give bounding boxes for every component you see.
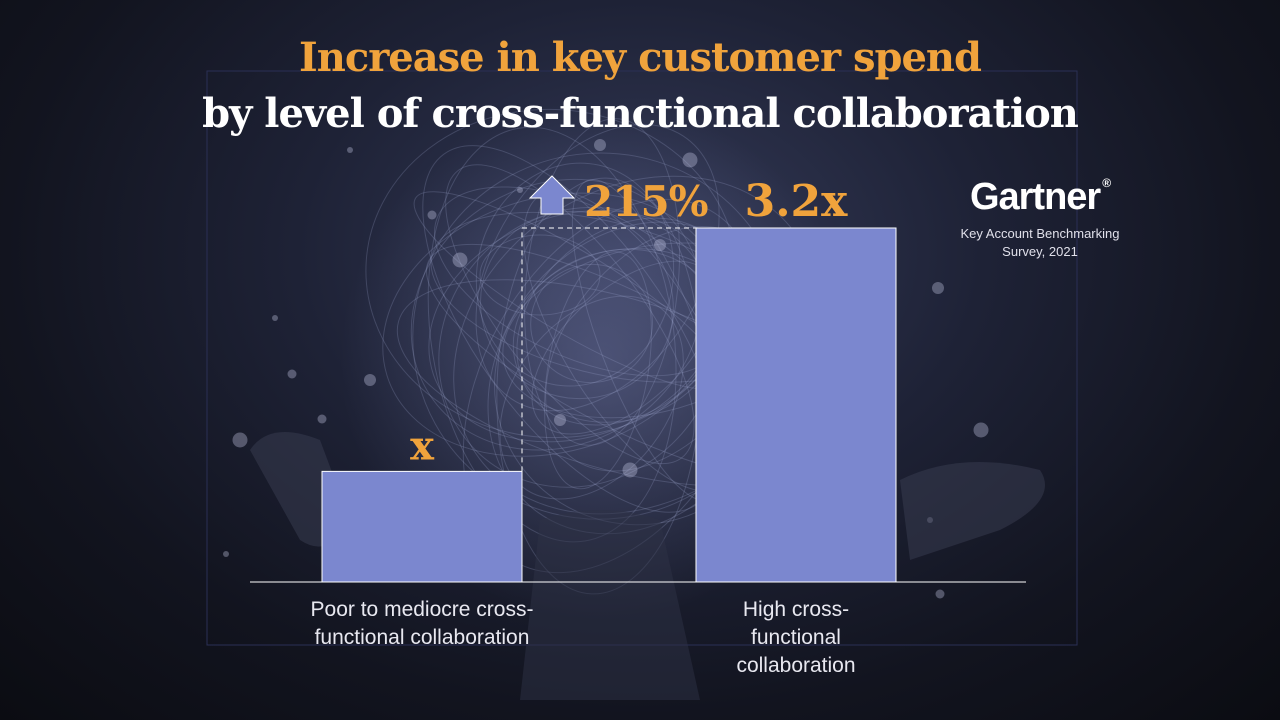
category-label: Poor to mediocre cross-functional collab… <box>310 598 534 649</box>
brand-block: Gartner ® Key Account Benchmarking Survey… <box>940 176 1140 261</box>
source-note: Key Account Benchmarking Survey, 2021 <box>960 226 1120 259</box>
data-label: 3.2x <box>745 176 849 227</box>
category-label: High cross-functional collaboration <box>736 598 856 677</box>
logo-text: Gartner <box>969 176 1101 218</box>
increase-annotation: 215% <box>584 177 708 226</box>
gartner-logo: Gartner ® <box>940 176 1140 219</box>
bar <box>695 227 897 583</box>
registered-mark-icon: ® <box>1102 176 1111 190</box>
chart-subtitle: by level of cross-functional collaborati… <box>202 90 1079 137</box>
bar <box>321 470 523 583</box>
up-arrow-icon <box>528 175 576 215</box>
data-label: x <box>410 422 435 469</box>
chart-title: Increase in key customer spend <box>299 34 982 81</box>
